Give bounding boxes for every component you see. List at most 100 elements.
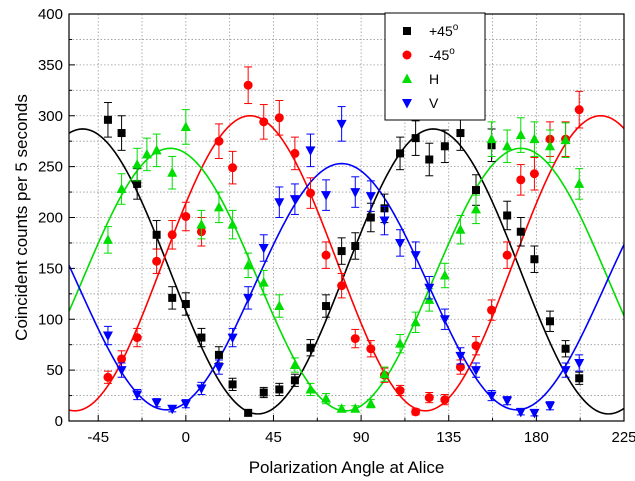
legend-marker: [402, 50, 412, 60]
data-point: [167, 230, 177, 240]
legend-label: H: [429, 71, 439, 87]
data-point: [440, 142, 449, 151]
data-point: [575, 374, 584, 383]
x-tick-label: 90: [353, 429, 370, 446]
x-tick-label: 225: [611, 429, 635, 446]
legend: +45o -45o HV: [384, 12, 486, 121]
data-point: [515, 129, 526, 140]
data-point: [180, 121, 191, 131]
data-point: [455, 224, 466, 234]
y-tick-label: 300: [38, 108, 63, 125]
data-point: [243, 293, 254, 304]
y-tick-label: 100: [38, 311, 63, 328]
data-point: [560, 366, 571, 376]
data-point: [321, 191, 332, 201]
data-point: [227, 219, 238, 229]
data-point: [574, 359, 585, 369]
data-point: [546, 317, 554, 326]
data-point: [168, 293, 177, 302]
data-point: [529, 169, 539, 179]
y-axis-title: Coincident counts per 5 seconds: [12, 94, 31, 341]
data-point: [366, 344, 376, 354]
data-point: [152, 230, 161, 239]
data-point: [472, 186, 480, 195]
data-point: [574, 105, 584, 115]
x-tick-label: 45: [265, 429, 282, 446]
data-point: [529, 408, 540, 419]
data-point: [305, 383, 316, 394]
data-point: [456, 129, 465, 138]
data-point: [411, 134, 420, 143]
data-point: [516, 175, 526, 185]
data-point: [275, 385, 284, 394]
data-point: [560, 134, 571, 145]
data-point: [259, 388, 268, 397]
data-point: [197, 333, 206, 342]
legend-label-superscript: o: [453, 22, 459, 33]
data-point: [305, 188, 315, 198]
data-point: [228, 380, 237, 389]
data-point: [243, 259, 254, 270]
data-point: [424, 283, 435, 294]
data-point: [379, 216, 390, 227]
data-point: [502, 140, 513, 151]
legend-label-superscript: o: [449, 46, 455, 57]
data-point: [141, 148, 152, 159]
data-point: [411, 407, 421, 417]
data-point: [274, 198, 285, 208]
x-tick-label: 180: [524, 429, 549, 446]
data-point: [306, 343, 315, 352]
data-point: [289, 359, 300, 370]
data-point: [133, 179, 142, 188]
data-point: [439, 315, 450, 325]
data-point: [529, 133, 540, 144]
y-tick-label: 350: [38, 57, 63, 74]
y-tick-label: 50: [46, 362, 63, 379]
data-point: [502, 250, 512, 260]
data-point: [395, 238, 406, 249]
data-point: [471, 366, 481, 376]
legend-label: V: [429, 95, 439, 111]
data-point: [487, 305, 497, 315]
data-point: [503, 211, 512, 220]
data-point: [116, 366, 127, 376]
data-point: [289, 195, 300, 205]
data-point: [151, 398, 162, 409]
data-point: [259, 117, 269, 127]
data-point: [181, 299, 190, 308]
data-point: [214, 136, 224, 146]
data-point: [196, 384, 207, 394]
data-point: [337, 281, 347, 291]
data-point: [132, 333, 142, 343]
legend-label: -45o: [429, 46, 455, 63]
data-point: [336, 403, 347, 413]
fit-curve: [69, 128, 624, 415]
data-point: [410, 251, 421, 261]
data-point: [530, 255, 539, 264]
data-point: [486, 133, 497, 144]
y-tick-label: 250: [38, 159, 63, 176]
data-point: [439, 269, 450, 280]
data-point: [117, 354, 127, 364]
data-point: [244, 408, 253, 417]
data-point: [274, 113, 284, 123]
data-point: [502, 396, 513, 407]
data-point: [486, 391, 497, 402]
data-point: [424, 393, 434, 403]
data-point: [379, 368, 390, 379]
data-point: [290, 376, 299, 385]
data-point: [471, 341, 481, 351]
data-point: [515, 407, 526, 418]
data-points: [102, 66, 585, 419]
data-point: [350, 334, 360, 344]
data-point: [351, 241, 360, 250]
axis-ticks: 0 50 100 150 200 250 300 350 400 -45 0 45 90 135 180 22…: [38, 6, 635, 446]
data-point: [167, 404, 178, 415]
x-tick-label: 135: [436, 429, 461, 446]
data-point: [455, 351, 466, 362]
legend-marker: [402, 99, 412, 109]
legend-box: [384, 12, 486, 121]
data-point: [116, 183, 127, 194]
